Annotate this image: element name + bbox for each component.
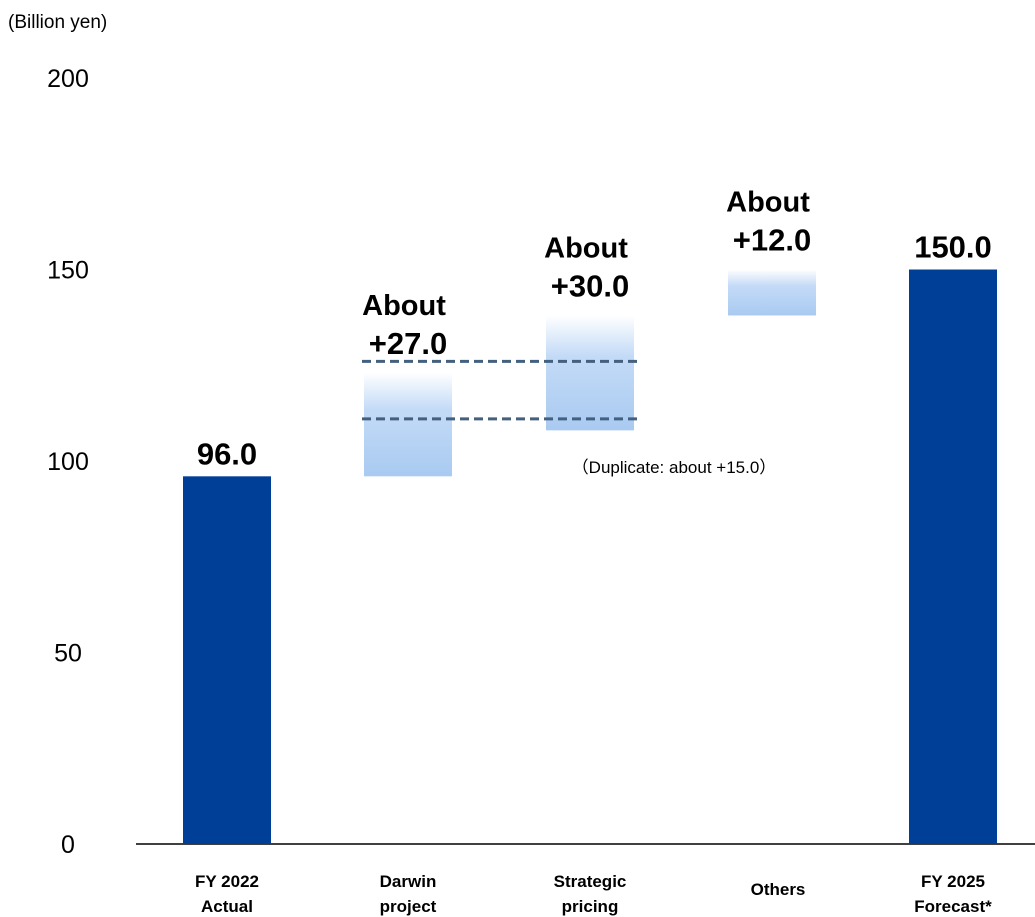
bar-value-label: +27.0 xyxy=(369,326,447,361)
x-axis-categories: FY 2022 Actual Darwin project Strategic prici… xyxy=(195,872,992,916)
y-tick-label: 100 xyxy=(47,448,89,476)
bar-value-label: 150.0 xyxy=(914,230,992,265)
category-label: pricing xyxy=(562,897,619,916)
y-tick-label: 0 xyxy=(61,831,75,859)
category-label: project xyxy=(380,897,437,916)
bars xyxy=(183,269,997,844)
category-label: Actual xyxy=(201,897,253,916)
y-axis: 0 50 100 150 200 xyxy=(47,65,1035,859)
increment-bar xyxy=(546,315,634,431)
category-label: Forecast* xyxy=(914,897,992,916)
total-bar xyxy=(183,476,271,844)
bar-value-label: 96.0 xyxy=(197,436,257,471)
y-tick-label: 200 xyxy=(47,65,89,93)
bar-label-about: About xyxy=(362,290,446,322)
y-tick-label: 50 xyxy=(54,640,82,668)
total-bar xyxy=(909,269,997,844)
duplicate-overlap: （Duplicate: about +15.0） xyxy=(362,359,777,477)
bar-value-label: +30.0 xyxy=(551,268,629,303)
category-label: Others xyxy=(751,880,806,899)
y-tick-label: 150 xyxy=(47,257,89,285)
category-label: Strategic xyxy=(554,872,627,891)
bar-label-about: About xyxy=(544,232,628,264)
increment-bar xyxy=(728,269,816,316)
bar-labels: 96.0 About +27.0 About +30.0 About +12.0 150.0 xyxy=(197,187,992,472)
unit-label: (Billion yen) xyxy=(8,12,107,33)
bar-label-about: About xyxy=(726,187,810,219)
increment-bar xyxy=(364,372,452,477)
category-label: FY 2025 xyxy=(921,872,985,891)
category-label: FY 2022 xyxy=(195,872,259,891)
category-label: Darwin xyxy=(380,872,437,891)
duplicate-note: （Duplicate: about +15.0） xyxy=(572,458,777,477)
bar-value-label: +12.0 xyxy=(733,223,811,258)
